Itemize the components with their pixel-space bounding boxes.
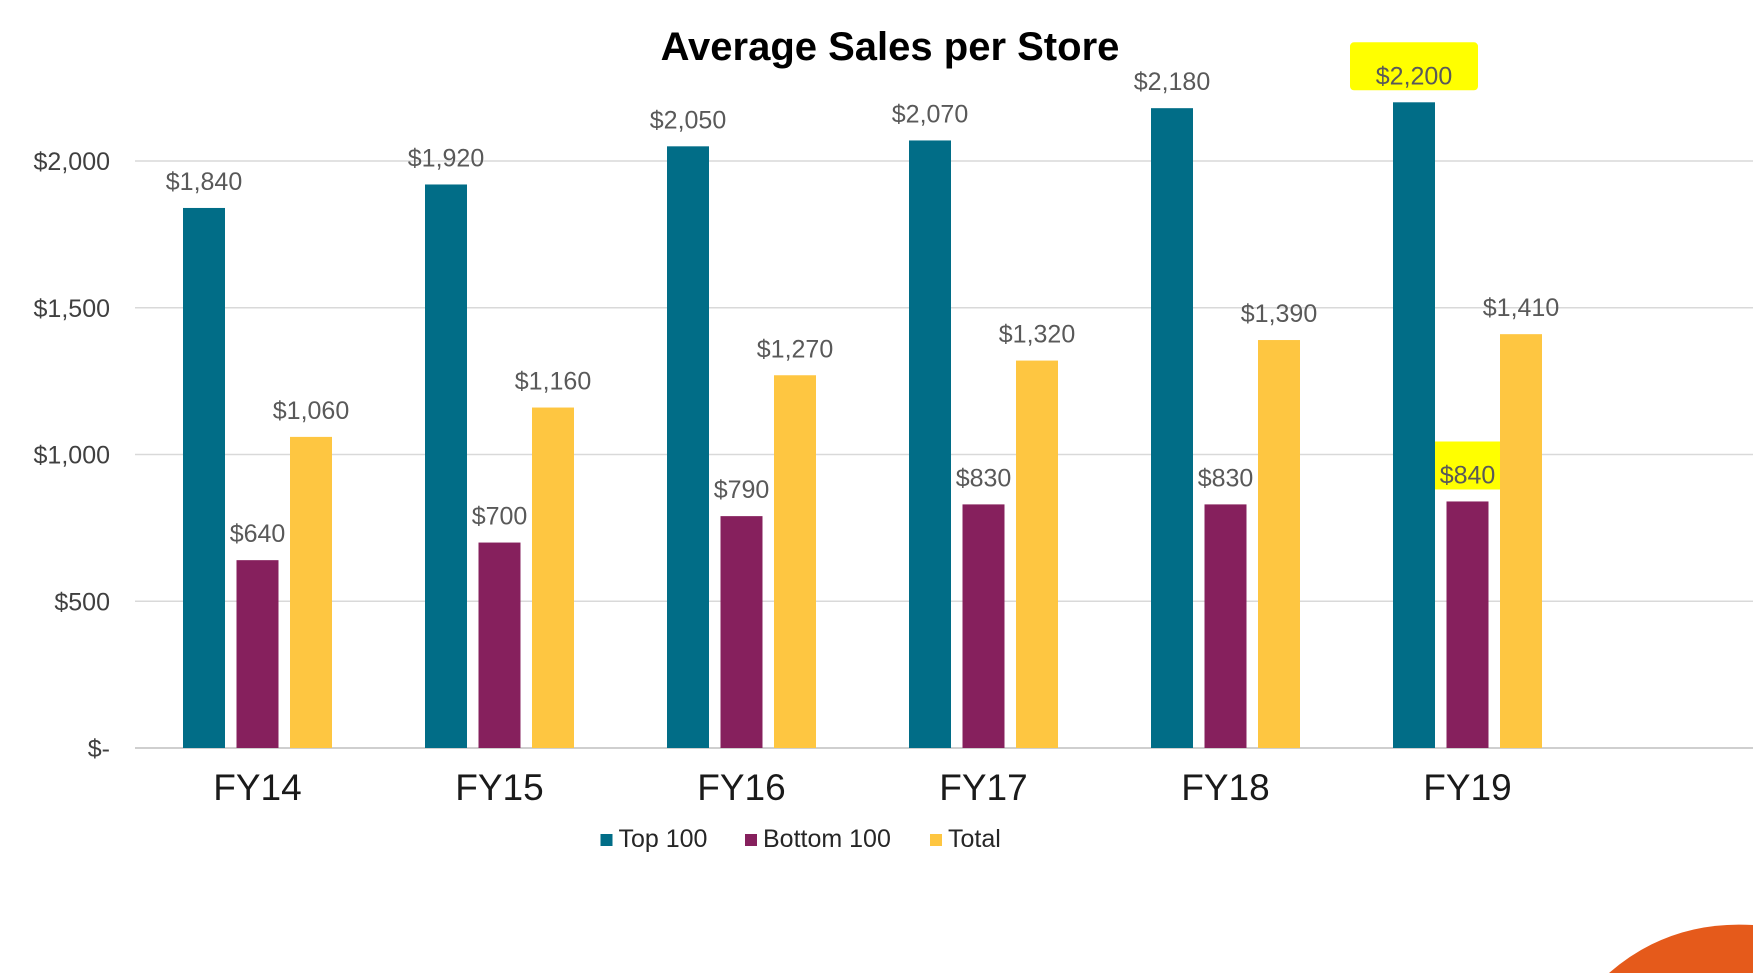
y-tick-label: $1,000 xyxy=(34,442,110,470)
bar-top-100-fy19 xyxy=(1393,102,1435,749)
x-tick-label-fy14: FY14 xyxy=(213,767,301,808)
x-axis-tick-labels: FY14 FY15 FY16 FY17 FY18 FY19 xyxy=(213,767,1511,808)
bar-bottom-100-fy14 xyxy=(236,560,279,748)
bar-total-fy17 xyxy=(1016,360,1058,748)
x-tick-label-fy18: FY18 xyxy=(1181,767,1269,808)
bar-bottom-100-fy16 xyxy=(720,516,763,748)
bar-top-100-fy14 xyxy=(183,207,225,748)
x-tick-label-fy17: FY17 xyxy=(939,767,1027,808)
highlight-marks xyxy=(1350,42,1532,490)
data-label-total-fy15: $1,160 xyxy=(515,368,591,396)
data-label-total-fy16: $1,270 xyxy=(757,335,833,363)
bar-total-fy18 xyxy=(1258,340,1300,748)
bar-bottom-100-fy17 xyxy=(962,504,1005,748)
bar-bottom-100-fy18 xyxy=(1204,504,1247,748)
corner-decoration-shape xyxy=(1609,924,1753,973)
bar-total-fy19 xyxy=(1500,334,1542,748)
highlight-top-100-fy19 xyxy=(1350,42,1478,91)
bar-bottom-100-fy19 xyxy=(1446,501,1489,748)
data-label-top-100-fy14: $1,840 xyxy=(166,168,242,196)
legend-swatch-total xyxy=(930,834,942,846)
x-tick-label-fy16: FY16 xyxy=(697,767,785,808)
y-tick-label: $500 xyxy=(54,588,110,616)
bar-total-fy15 xyxy=(532,407,574,748)
bar-total-fy16 xyxy=(774,375,816,748)
highlight-bottom-100-fy19 xyxy=(1403,441,1532,490)
y-tick-label: $- xyxy=(88,735,110,763)
data-label-total-fy14: $1,060 xyxy=(273,397,349,425)
legend-label-bottom-100: Bottom 100 xyxy=(763,825,891,853)
legend-swatch-bottom-100 xyxy=(745,834,757,846)
y-tick-label: $2,000 xyxy=(34,148,110,176)
y-tick-label: $1,500 xyxy=(34,295,110,323)
data-label-top-100-fy17: $2,070 xyxy=(892,100,968,128)
data-label-bottom-100-fy19: $840 xyxy=(1440,461,1496,489)
legend-label-total: Total xyxy=(948,825,1001,853)
data-label-bottom-100-fy15: $700 xyxy=(472,503,528,531)
legend-label-top-100: Top 100 xyxy=(619,825,708,853)
bar-top-100-fy17 xyxy=(909,140,951,748)
data-label-total-fy17: $1,320 xyxy=(999,321,1075,349)
bar-bottom-100-fy15 xyxy=(478,542,521,748)
data-label-bottom-100-fy18: $830 xyxy=(1198,464,1254,492)
y-axis-tick-labels: $- $500 $1,000 $1,500 $2,000 xyxy=(34,148,110,763)
bar-total-fy14 xyxy=(290,436,332,748)
data-label-bottom-100-fy14: $640 xyxy=(230,520,286,548)
data-label-bottom-100-fy17: $830 xyxy=(956,464,1012,492)
legend-swatch-top-100 xyxy=(600,834,613,846)
bar-top-100-fy15 xyxy=(425,184,467,749)
data-label-total-fy18: $1,390 xyxy=(1241,300,1317,328)
legend: Top 100 Bottom 100 Total xyxy=(600,825,1001,853)
data-labels: $1,840 $640 $1,060 $1,920 $700 $1,160 $2,050 $7… xyxy=(166,62,1559,548)
x-tick-label-fy19: FY19 xyxy=(1423,767,1511,808)
chart-title: Average Sales per Store xyxy=(661,25,1120,69)
x-tick-label-fy15: FY15 xyxy=(455,767,543,808)
bars xyxy=(183,102,1542,749)
data-label-total-fy19: $1,410 xyxy=(1483,294,1559,322)
bar-top-100-fy18 xyxy=(1151,108,1193,749)
data-label-bottom-100-fy16: $790 xyxy=(714,476,770,504)
bar-top-100-fy16 xyxy=(667,146,709,748)
data-label-top-100-fy15: $1,920 xyxy=(408,144,484,172)
data-label-top-100-fy16: $2,050 xyxy=(650,106,726,134)
data-label-top-100-fy18: $2,180 xyxy=(1134,68,1210,96)
data-label-top-100-fy19: $2,200 xyxy=(1376,62,1452,90)
